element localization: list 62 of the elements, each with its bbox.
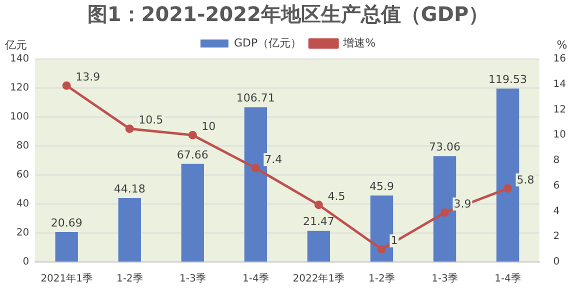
bar: [118, 198, 141, 262]
point: [251, 164, 260, 172]
point: [188, 130, 197, 140]
y2-tick-label: 6: [553, 180, 560, 192]
x-tick-label: 1-4季: [242, 272, 269, 285]
y-tick-label: 100: [10, 112, 30, 123]
y-tick-label: 80: [16, 140, 30, 152]
point: [377, 245, 386, 254]
point: [504, 184, 512, 193]
y-tick-label: 20: [16, 228, 30, 239]
chart-title: 图1：2021-2022年地区生产总值（GDP）: [87, 2, 489, 26]
bar: [370, 195, 394, 262]
y2-tick-label: 12: [553, 104, 566, 116]
x-tick-label: 1-3季: [432, 272, 458, 285]
data-label: 20.69: [50, 216, 82, 230]
data-label: 1: [390, 234, 398, 248]
y-tick-label: 120: [10, 82, 30, 94]
data-label: 67.66: [176, 148, 208, 162]
data-label: 7.4: [264, 152, 282, 166]
data-label: 10: [202, 120, 216, 133]
y-tick-label: 40: [16, 198, 30, 210]
data-label: 10.5: [138, 114, 164, 127]
bar: [307, 230, 330, 262]
bar: [496, 88, 520, 262]
data-label: 13.9: [76, 70, 100, 84]
y-tick-label: 60: [16, 170, 30, 181]
bar: [244, 107, 268, 262]
x-tick-label: 1-4季: [494, 272, 521, 285]
bar: [55, 232, 78, 262]
y2-tick-label: 10: [553, 130, 566, 141]
data-label: 21.47: [302, 215, 334, 228]
legend-label: GDP（亿元）: [234, 36, 302, 50]
x-tick-label: 2021年1季: [40, 272, 93, 285]
y2-tick-label: 4: [553, 206, 560, 217]
y-axis-title: 亿元: [4, 38, 27, 52]
data-label: 45.9: [369, 180, 394, 193]
bar: [181, 164, 204, 262]
y-tick-label: 140: [10, 54, 30, 65]
data-label: 3.9: [454, 197, 472, 210]
y2-tick-label: 16: [553, 54, 566, 65]
y2-tick-label: 14: [553, 78, 566, 90]
data-label: 4.5: [328, 190, 346, 203]
x-tick-label: 1-3季: [179, 272, 206, 285]
y2-tick-label: 0: [553, 256, 560, 268]
y2-axis-title: %: [556, 38, 568, 52]
data-label: 44.18: [114, 182, 146, 196]
data-label: 5.8: [516, 173, 534, 186]
y2-tick-label: 2: [553, 231, 560, 242]
x-tick-label: 1-2季: [116, 272, 143, 285]
x-tick-label: 2022年1季: [292, 272, 345, 285]
y2-tick-label: 8: [553, 155, 560, 166]
point: [62, 81, 71, 90]
legend-label: 增速%: [342, 36, 376, 50]
point: [125, 124, 134, 134]
point: [314, 200, 323, 210]
data-label: 106.71: [236, 92, 275, 105]
bar: [433, 156, 456, 262]
x-tick-label: 1-2季: [368, 272, 395, 285]
point: [440, 208, 449, 217]
data-label: 73.06: [428, 140, 460, 154]
data-label: 119.53: [488, 73, 528, 86]
y-tick-label: 0: [22, 256, 30, 268]
